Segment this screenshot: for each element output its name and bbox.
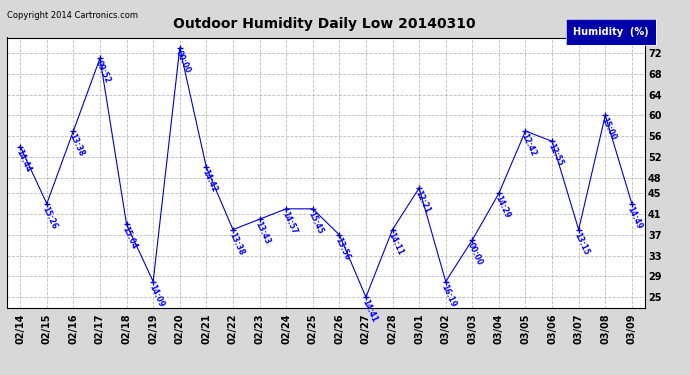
Text: 13:38: 13:38 xyxy=(68,132,86,158)
Text: 14:41: 14:41 xyxy=(360,298,378,324)
Text: 14:11: 14:11 xyxy=(386,231,405,256)
Text: Copyright 2014 Cartronics.com: Copyright 2014 Cartronics.com xyxy=(7,11,138,20)
Text: 13:43: 13:43 xyxy=(253,220,272,246)
Text: 13:56: 13:56 xyxy=(333,236,352,261)
Text: 16:19: 16:19 xyxy=(440,283,458,308)
Text: 00:00: 00:00 xyxy=(174,49,192,75)
Text: 12:42: 12:42 xyxy=(520,132,538,158)
Text: 15:45: 15:45 xyxy=(306,210,325,236)
Text: 12:21: 12:21 xyxy=(413,189,431,215)
Text: 15:26: 15:26 xyxy=(41,205,59,230)
Text: 14:44: 14:44 xyxy=(14,148,32,173)
Text: 13:38: 13:38 xyxy=(227,231,246,256)
Text: 15:00: 15:00 xyxy=(599,116,618,142)
Text: 14:09: 14:09 xyxy=(147,283,166,308)
Text: 14:29: 14:29 xyxy=(493,194,511,220)
Text: 12:55: 12:55 xyxy=(546,142,564,168)
Text: 09:52: 09:52 xyxy=(94,59,112,85)
Text: 13:15: 13:15 xyxy=(573,231,591,256)
Text: 14:57: 14:57 xyxy=(280,210,299,236)
Text: Outdoor Humidity Daily Low 20140310: Outdoor Humidity Daily Low 20140310 xyxy=(173,17,475,31)
Text: 14:49: 14:49 xyxy=(626,205,644,230)
Text: Humidity  (%): Humidity (%) xyxy=(573,27,649,37)
Text: 00:00: 00:00 xyxy=(466,241,484,267)
Text: 14:42: 14:42 xyxy=(200,168,219,194)
Text: 15:04: 15:04 xyxy=(121,225,139,251)
